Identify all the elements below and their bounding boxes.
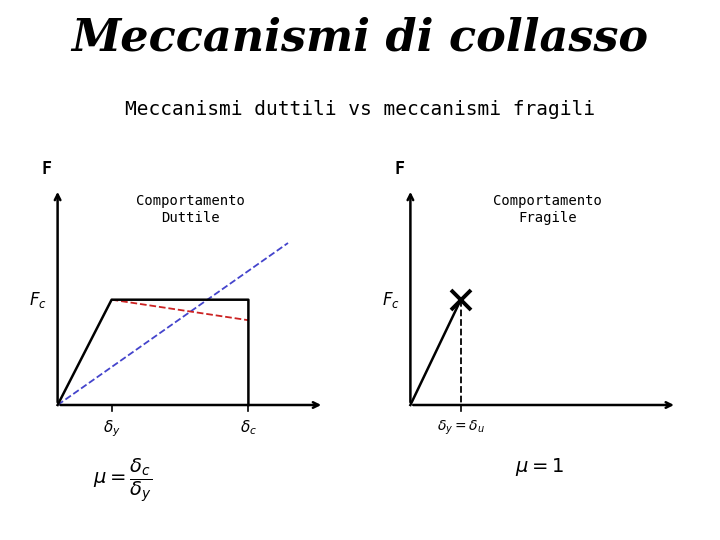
Text: Meccanismi di collasso: Meccanismi di collasso <box>71 16 649 59</box>
Text: $F_c$: $F_c$ <box>29 289 47 310</box>
Text: $\mu = \dfrac{\delta_c}{\delta_y}$: $\mu = \dfrac{\delta_c}{\delta_y}$ <box>93 456 152 504</box>
Text: F: F <box>42 160 52 178</box>
Text: $\delta_y=\delta_u$: $\delta_y=\delta_u$ <box>437 418 485 437</box>
Text: Comportamento
Fragile: Comportamento Fragile <box>492 194 602 225</box>
Text: $F_c$: $F_c$ <box>382 289 400 310</box>
Text: $\delta_c$: $\delta_c$ <box>240 418 257 437</box>
Text: F: F <box>395 160 405 178</box>
Text: $\delta_y$: $\delta_y$ <box>103 418 120 439</box>
Text: Meccanismi duttili vs meccanismi fragili: Meccanismi duttili vs meccanismi fragili <box>125 100 595 119</box>
Text: Comportamento
Duttile: Comportamento Duttile <box>136 194 246 225</box>
Text: $\mu = 1$: $\mu = 1$ <box>516 456 564 478</box>
